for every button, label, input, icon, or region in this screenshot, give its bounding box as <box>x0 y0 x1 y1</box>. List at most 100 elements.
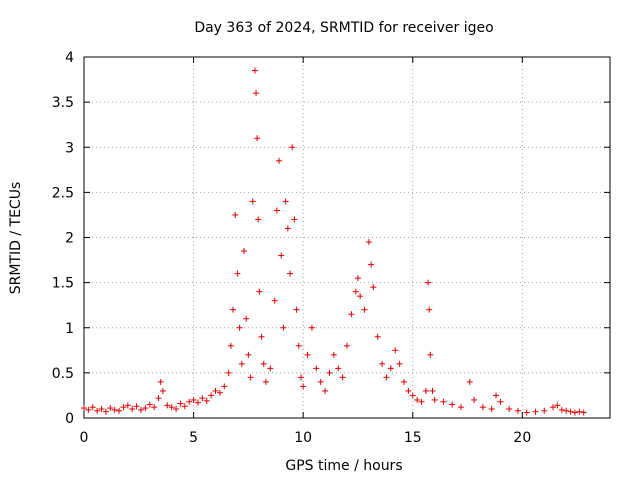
data-point <box>249 198 256 205</box>
data-point <box>271 297 278 304</box>
data-point <box>322 387 329 394</box>
data-point <box>405 387 412 394</box>
data-point <box>409 392 416 399</box>
data-point <box>576 408 583 415</box>
x-tick-label: 15 <box>404 430 422 446</box>
data-point <box>383 374 390 381</box>
data-point <box>225 369 232 376</box>
data-point <box>157 378 164 385</box>
data-point <box>173 405 180 412</box>
data-point <box>497 398 504 405</box>
data-point <box>431 396 438 403</box>
data-point <box>253 90 260 97</box>
data-point <box>159 387 166 394</box>
data-point <box>258 333 265 340</box>
y-tick-label: 2.5 <box>52 185 74 201</box>
data-point <box>330 351 337 358</box>
data-point <box>234 270 241 277</box>
data-point <box>422 387 429 394</box>
data-point <box>466 378 473 385</box>
data-point <box>352 288 359 295</box>
data-point <box>243 315 250 322</box>
data-point <box>396 360 403 367</box>
data-point <box>541 407 548 414</box>
data-point <box>194 399 201 406</box>
data-point <box>116 407 123 414</box>
data-point <box>514 407 521 414</box>
data-point <box>440 398 447 405</box>
data-point <box>278 252 285 259</box>
data-point <box>300 383 307 390</box>
data-point <box>506 405 513 412</box>
y-tick-label: 3.5 <box>52 95 74 111</box>
data-point <box>240 248 247 255</box>
data-point <box>107 405 114 412</box>
data-point <box>199 395 206 402</box>
data-point <box>289 144 296 151</box>
data-point <box>267 365 274 372</box>
data-point <box>457 404 464 411</box>
data-point <box>429 387 436 394</box>
data-point <box>344 342 350 349</box>
data-point <box>133 403 140 410</box>
y-tick-label: 3 <box>65 140 74 156</box>
data-point <box>354 275 361 282</box>
data-point <box>284 225 291 232</box>
data-point <box>94 407 101 414</box>
data-point <box>357 293 364 300</box>
data-point <box>523 409 530 416</box>
data-point <box>317 378 324 385</box>
data-point <box>558 406 565 413</box>
data-point <box>488 405 495 412</box>
data-point <box>89 404 96 411</box>
y-axis-label: SRMTID / TECUs <box>8 182 24 295</box>
y-tick-label: 0.5 <box>52 366 74 382</box>
data-point <box>262 378 269 385</box>
data-point <box>85 406 92 413</box>
data-point <box>186 398 193 405</box>
data-point <box>177 400 184 407</box>
data-point <box>304 351 311 358</box>
data-point <box>313 365 320 372</box>
data-point <box>425 279 432 286</box>
data-point <box>295 342 302 349</box>
x-tick-label: 10 <box>294 430 312 446</box>
data-point <box>190 396 197 403</box>
data-point <box>297 374 304 381</box>
axis-ticks: 0 0.5 1 1.5 2 2.5 3 3.5 4 0 5 10 15 20 <box>52 50 610 446</box>
data-point <box>221 383 228 390</box>
data-point <box>81 405 87 412</box>
data-point <box>387 365 394 372</box>
data-point <box>273 207 280 214</box>
data-point <box>142 405 149 412</box>
data-point <box>580 409 587 416</box>
x-tick-label: 0 <box>80 430 89 446</box>
data-point <box>291 216 298 223</box>
data-point <box>554 402 561 409</box>
y-tick-label: 1 <box>65 321 74 337</box>
chart-title: Day 363 of 2024, SRMTID for receiver ige… <box>194 20 493 36</box>
data-point <box>368 261 375 268</box>
data-point <box>203 397 210 404</box>
data-point <box>414 396 421 403</box>
data-point <box>370 284 377 291</box>
data-point <box>151 404 158 411</box>
data-point <box>212 387 219 394</box>
y-tick-label: 1.5 <box>52 276 74 292</box>
data-point <box>365 239 372 246</box>
data-point <box>208 392 215 399</box>
data-point <box>230 306 237 313</box>
data-point <box>471 396 478 403</box>
data-point <box>238 360 245 367</box>
data-point <box>137 406 144 413</box>
data-point <box>146 401 153 408</box>
y-tick-label: 4 <box>65 50 74 66</box>
data-point <box>98 405 105 412</box>
data-point <box>339 374 346 381</box>
data-point <box>276 157 283 164</box>
data-point <box>124 402 131 409</box>
data-point <box>532 408 539 415</box>
data-point <box>155 395 162 402</box>
plot-frame <box>83 56 611 419</box>
